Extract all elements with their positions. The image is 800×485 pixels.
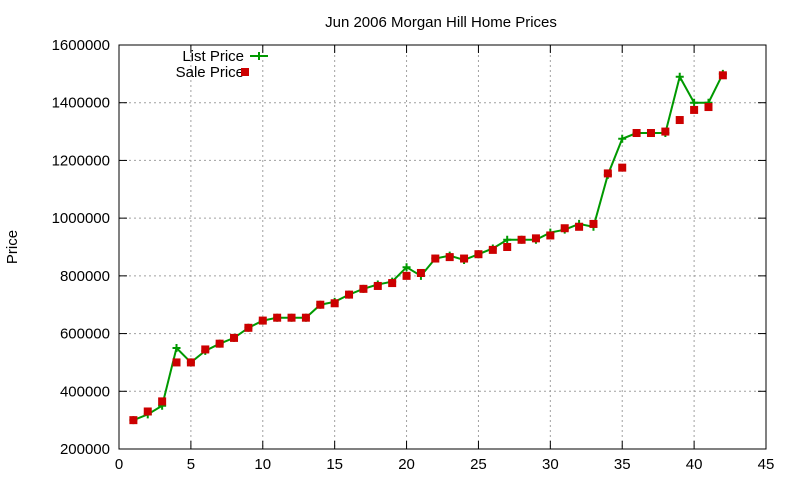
y-tick-label: 1600000 — [52, 37, 110, 54]
sale-price-point — [690, 105, 699, 114]
sale-price-point — [330, 299, 339, 308]
y-tick-label: 1200000 — [52, 152, 110, 169]
sale-price-point — [258, 316, 267, 325]
sale-price-point — [460, 254, 469, 263]
sale-price-point — [244, 323, 253, 332]
sale-price-point — [431, 254, 440, 263]
sale-price-point — [373, 281, 382, 290]
plot-frame — [118, 44, 767, 450]
x-tick-label: 5 — [187, 456, 195, 473]
series-layer — [129, 69, 727, 425]
sale-price-point — [531, 234, 540, 243]
sale-price-point — [603, 169, 612, 178]
sale-price-point — [230, 333, 239, 342]
y-axis-label: Price — [4, 230, 21, 264]
y-tick-label: 200000 — [60, 441, 110, 458]
sale-price-point — [273, 313, 282, 322]
x-tick-label: 30 — [542, 456, 559, 473]
list-price-point — [172, 344, 181, 352]
x-tick-label: 35 — [614, 456, 631, 473]
legend-label: List Price — [182, 48, 244, 65]
sale-price-point — [503, 243, 512, 251]
list-price-point — [690, 98, 699, 107]
sale-price-point — [359, 284, 368, 293]
sale-price-point — [402, 271, 411, 280]
sale-price-point — [632, 129, 641, 138]
sale-price-point — [301, 313, 310, 322]
sale-price-point — [718, 71, 727, 80]
list-price-point — [618, 134, 627, 143]
sale-price-point — [201, 345, 210, 354]
x-tick-label: 25 — [470, 456, 487, 473]
chart-title: Jun 2006 Morgan Hill Home Prices — [325, 14, 557, 31]
list-price-line — [133, 73, 724, 422]
sale-price-point — [661, 127, 670, 136]
sale-price-point — [675, 116, 684, 125]
y-tick-label: 1400000 — [52, 95, 110, 112]
sale-price-point — [575, 222, 584, 231]
x-tick-label: 15 — [326, 456, 343, 473]
axes: 0 5 10 15 20 25 30 35 40 45 200000 400000 600000 8000… — [52, 37, 775, 473]
sale-price-point — [143, 407, 152, 416]
legend-label: Sale Price — [176, 64, 244, 81]
y-tick-label: 400000 — [60, 383, 110, 400]
x-tick-label: 10 — [254, 456, 271, 473]
sale-price-point — [388, 279, 397, 288]
y-tick-label: 800000 — [60, 268, 110, 285]
sale-price-point — [316, 300, 325, 309]
grid-lines — [119, 45, 766, 449]
x-tick-label: 45 — [758, 456, 775, 473]
x-tick-label: 40 — [686, 456, 703, 473]
sale-price-point — [704, 103, 713, 112]
sale-price-point — [416, 268, 425, 277]
legend-square-swatch — [241, 68, 249, 76]
sale-price-point — [517, 235, 526, 244]
sale-price-point — [129, 416, 138, 425]
sale-price-point — [186, 358, 195, 367]
sale-price-point — [287, 313, 296, 322]
sale-price-point — [474, 250, 483, 259]
list-price-point — [503, 235, 512, 244]
sale-price-point — [445, 253, 454, 262]
sale-price-point — [172, 358, 181, 367]
sale-price-point — [546, 231, 555, 240]
x-tick-label: 20 — [398, 456, 415, 473]
x-tick-label: 0 — [115, 456, 123, 473]
sale-price-point — [345, 290, 354, 299]
sale-price-point — [488, 245, 497, 254]
sale-price-point — [158, 397, 167, 406]
list-price-point — [675, 72, 684, 81]
legend-plus-swatch — [255, 52, 263, 60]
list-price-point — [402, 263, 411, 272]
y-tick-label: 600000 — [60, 326, 110, 343]
y-tick-label: 1000000 — [52, 210, 110, 227]
sale-price-point — [215, 339, 224, 348]
sale-price-point — [646, 129, 655, 138]
sale-price-point — [560, 224, 569, 233]
sale-price-point — [589, 219, 598, 228]
sale-price-point — [618, 163, 627, 172]
